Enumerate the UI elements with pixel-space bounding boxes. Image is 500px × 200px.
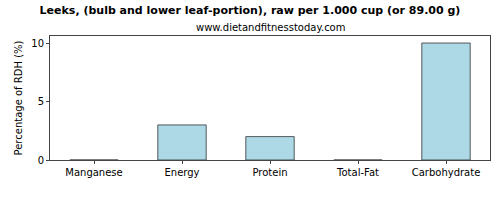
svg-text:10: 10 (31, 38, 44, 49)
svg-text:Leeks, (bulb and lower leaf-po: Leeks, (bulb and lower leaf-portion), ra… (40, 4, 461, 17)
svg-text:Total-Fat: Total-Fat (336, 167, 379, 178)
svg-text:5: 5 (38, 96, 44, 107)
svg-text:Protein: Protein (252, 167, 287, 178)
svg-text:0: 0 (38, 155, 44, 166)
svg-text:Carbohydrate: Carbohydrate (412, 167, 481, 178)
svg-text:Manganese: Manganese (65, 167, 122, 178)
svg-text:Energy: Energy (164, 167, 199, 178)
svg-text:www.dietandfitnesstoday.com: www.dietandfitnesstoday.com (196, 22, 345, 33)
svg-text:Percentage of RDH (%): Percentage of RDH (%) (13, 40, 24, 155)
